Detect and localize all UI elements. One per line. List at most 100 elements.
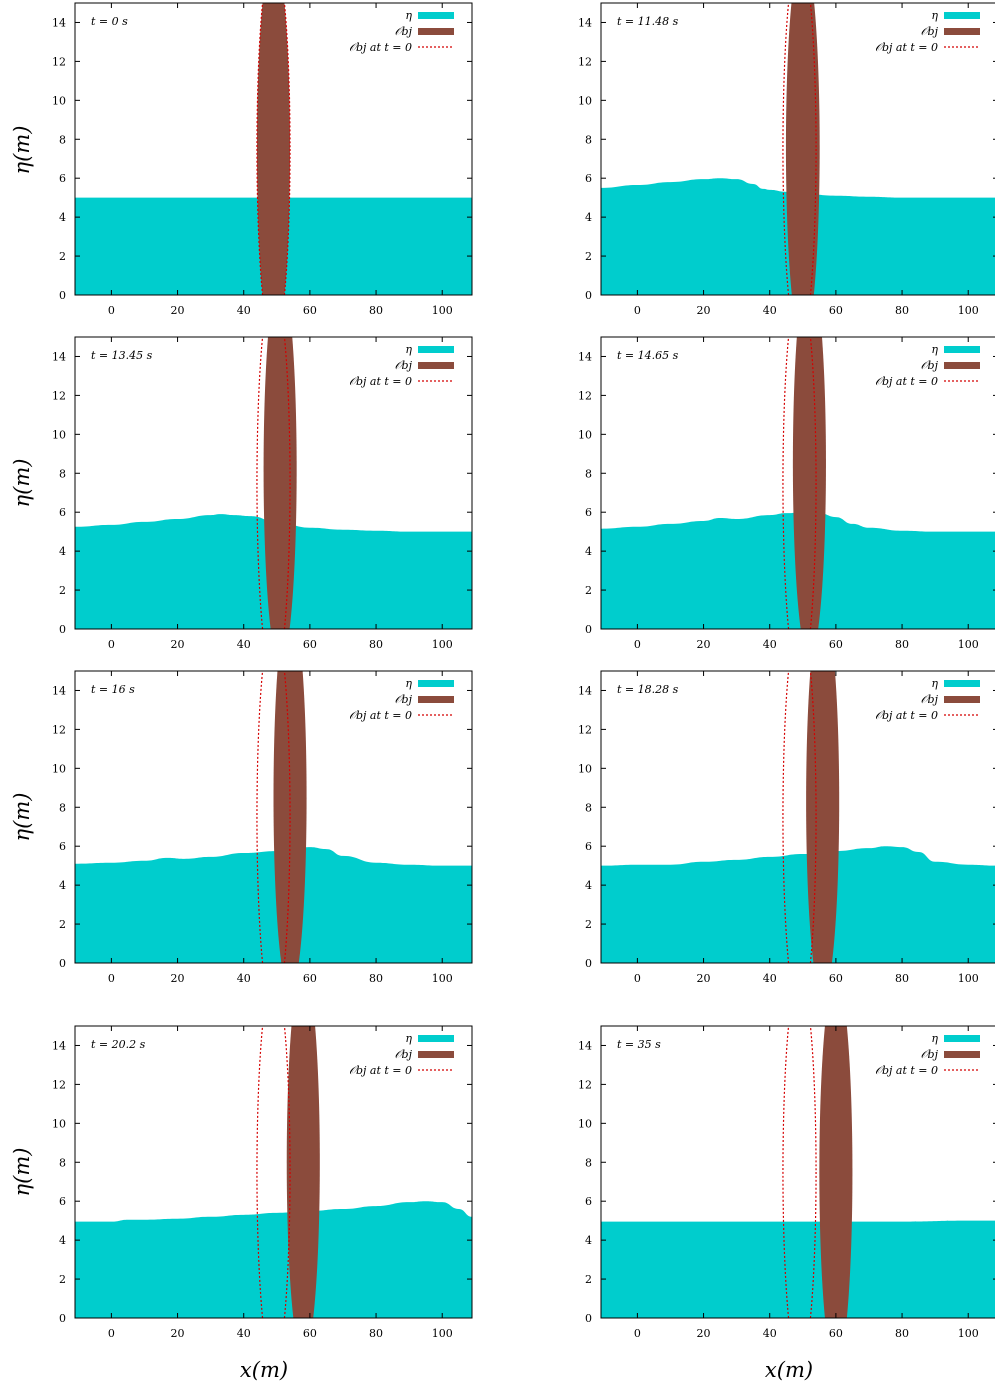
legend-label: η [931, 1032, 938, 1045]
y-tick-label: 14 [578, 1039, 592, 1052]
legend-swatch [418, 346, 454, 353]
x-tick-label: 20 [697, 638, 711, 651]
legend-label: η [405, 343, 412, 356]
legend-swatch [418, 1035, 454, 1042]
legend-swatch [944, 12, 980, 19]
y-tick-label: 10 [578, 762, 592, 775]
x-tick-label: 100 [432, 972, 453, 985]
x-tick-label: 40 [763, 972, 777, 985]
legend-swatch [944, 1035, 980, 1042]
y-tick-label: 2 [59, 1273, 66, 1286]
legend-label: 𝒪bj at t = 0 [349, 41, 412, 54]
x-tick-label: 40 [763, 638, 777, 651]
legend-swatch [944, 696, 980, 703]
x-tick-label: 80 [369, 972, 383, 985]
plot-frame [600, 670, 995, 964]
x-tick-label: 60 [303, 1327, 317, 1340]
body-ellipse [263, 337, 297, 629]
y-tick-label: 0 [585, 957, 592, 970]
y-tick-label: 4 [585, 211, 592, 224]
x-axis-label: x(m) [240, 1358, 288, 1382]
y-tick-label: 8 [585, 1156, 592, 1169]
y-axis-label: η(m) [10, 793, 34, 842]
legend-label: 𝒪bj [395, 25, 413, 38]
x-tick-label: 80 [369, 638, 383, 651]
time-label: t = 18.28 s [617, 683, 679, 696]
y-tick-label: 12 [52, 55, 66, 68]
plot-frame [600, 1025, 995, 1319]
x-tick-label: 60 [303, 304, 317, 317]
x-tick-label: 100 [432, 638, 453, 651]
legend-label: η [931, 9, 938, 22]
legend-swatch [418, 12, 454, 19]
y-tick-label: 10 [52, 762, 66, 775]
plot-area [601, 3, 995, 295]
legend-label: η [405, 9, 412, 22]
time-label: t = 35 s [617, 1038, 661, 1051]
body-ellipse [819, 1026, 853, 1318]
y-tick-label: 12 [52, 389, 66, 402]
y-tick-label: 8 [585, 801, 592, 814]
initial-body-outline [782, 1026, 817, 1318]
x-tick-label: 40 [237, 304, 251, 317]
y-tick-label: 14 [578, 350, 592, 363]
y-tick-label: 0 [59, 623, 66, 636]
plot-area [601, 1026, 995, 1318]
y-tick-label: 4 [59, 879, 66, 892]
y-tick-label: 2 [585, 584, 592, 597]
y-tick-label: 4 [59, 1234, 66, 1247]
y-tick-label: 4 [59, 545, 66, 558]
legend-label: 𝒪bj at t = 0 [349, 1064, 412, 1077]
initial-body-outline [256, 337, 291, 629]
y-tick-label: 10 [578, 428, 592, 441]
x-tick-label: 0 [634, 638, 641, 651]
body-ellipse [286, 1026, 320, 1318]
y-axis-label: η(m) [10, 459, 34, 508]
time-label: t = 20.2 s [91, 1038, 146, 1051]
x-tick-label: 100 [958, 638, 979, 651]
x-tick-label: 60 [829, 972, 843, 985]
y-tick-label: 14 [52, 684, 66, 697]
y-tick-label: 0 [585, 1312, 592, 1325]
plot-frame [74, 1025, 473, 1319]
legend-swatch [944, 346, 980, 353]
x-tick-label: 60 [829, 638, 843, 651]
y-tick-label: 12 [52, 723, 66, 736]
x-tick-label: 0 [108, 972, 115, 985]
y-tick-label: 6 [59, 172, 66, 185]
y-tick-label: 0 [59, 957, 66, 970]
legend-swatch [418, 680, 454, 687]
plot-frame [74, 2, 473, 296]
y-axis-labels: η(m) η(m) η(m) η(m) [10, 126, 34, 1197]
panel: 0 20 40 60 80 100 0 2 4 6 8 10 12 14 t = 35 s η 𝒪bj 𝒪bj a… [578, 1025, 995, 1340]
plot-area [75, 1026, 472, 1318]
legend-label: η [931, 677, 938, 690]
y-tick-label: 14 [578, 684, 592, 697]
initial-body-outline [256, 3, 291, 295]
y-tick-label: 10 [52, 1117, 66, 1130]
x-tick-label: 20 [171, 304, 185, 317]
legend-label: 𝒪bj at t = 0 [875, 709, 938, 722]
panel: 0 20 40 60 80 100 0 2 4 6 8 10 12 14 t = 13.45 s η 𝒪bj 𝒪b… [52, 336, 473, 651]
x-tick-label: 40 [237, 1327, 251, 1340]
y-tick-label: 14 [578, 16, 592, 29]
time-label: t = 14.65 s [617, 349, 679, 362]
y-tick-label: 8 [59, 1156, 66, 1169]
y-tick-label: 14 [52, 350, 66, 363]
time-label: t = 13.45 s [91, 349, 153, 362]
y-tick-label: 2 [585, 918, 592, 931]
plot-frame [600, 2, 995, 296]
x-tick-label: 60 [303, 638, 317, 651]
plot-frame [74, 670, 473, 964]
y-tick-label: 6 [585, 1195, 592, 1208]
legend-label: 𝒪bj at t = 0 [875, 41, 938, 54]
x-tick-label: 40 [763, 1327, 777, 1340]
y-axis-label: η(m) [10, 126, 34, 175]
y-tick-label: 8 [585, 467, 592, 480]
x-tick-label: 80 [895, 972, 909, 985]
x-tick-label: 100 [432, 1327, 453, 1340]
y-tick-label: 12 [578, 723, 592, 736]
x-tick-label: 100 [958, 1327, 979, 1340]
x-tick-label: 60 [303, 972, 317, 985]
x-tick-label: 0 [634, 1327, 641, 1340]
